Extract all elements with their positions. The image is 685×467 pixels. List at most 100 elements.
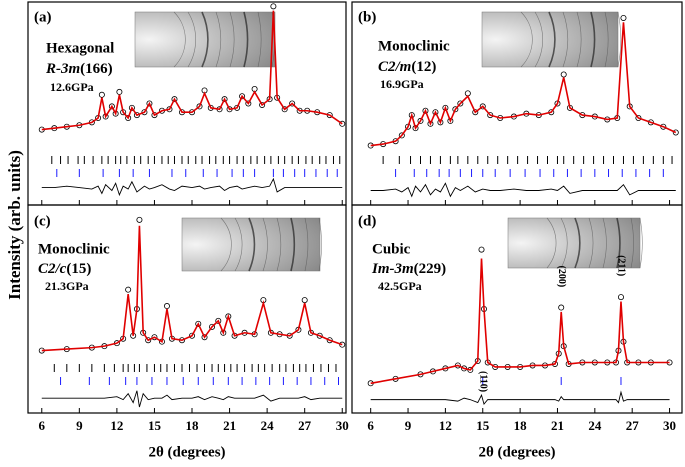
observed-point xyxy=(133,112,140,119)
diffraction-ring xyxy=(173,11,186,68)
observed-point xyxy=(151,112,158,119)
observed-point xyxy=(660,123,667,130)
space-group: C2/m(12) xyxy=(378,59,436,75)
observed-point xyxy=(270,3,277,10)
x-tick-label: 24 xyxy=(588,418,602,433)
diffraction-ring xyxy=(215,11,222,68)
difference-line xyxy=(370,390,670,406)
diffraction-ring xyxy=(630,217,634,269)
x-tick-label: 30 xyxy=(663,418,676,433)
x-tick-label: 18 xyxy=(514,418,528,433)
observed-point xyxy=(108,103,115,110)
observed-point xyxy=(239,93,246,100)
x-tick-label: 24 xyxy=(261,418,275,433)
observed-point xyxy=(141,109,148,116)
x-tick-label: 15 xyxy=(476,418,490,433)
x-tick-label: 15 xyxy=(148,418,162,433)
pressure: 21.3GPa xyxy=(45,279,89,293)
observed-point xyxy=(209,323,216,330)
difference-line xyxy=(41,390,343,408)
x-axis-label: 2θ (degrees) xyxy=(478,444,555,460)
diffraction-ring xyxy=(574,217,581,269)
difference-line xyxy=(370,182,676,198)
panel-label: (c) xyxy=(34,213,51,229)
observed-point xyxy=(215,317,222,324)
observed-point xyxy=(422,107,429,114)
x-tick-label: 18 xyxy=(186,418,200,433)
difference-line xyxy=(41,177,343,197)
observed-point xyxy=(479,103,486,110)
space-group-number: (15) xyxy=(66,261,91,277)
observed-point xyxy=(289,100,296,107)
inset-image xyxy=(481,11,619,68)
observed-point xyxy=(398,132,405,139)
observed-point xyxy=(647,119,654,126)
observed-point xyxy=(560,71,567,78)
phase-name: Monoclinic xyxy=(38,241,110,257)
space-group: C2/c(15) xyxy=(38,261,91,277)
space-group-number: (12) xyxy=(411,59,436,75)
diffraction-ring xyxy=(590,11,596,68)
diffraction-ring xyxy=(520,11,533,68)
phase-name: Monoclinic xyxy=(378,38,450,54)
observed-point xyxy=(151,334,158,341)
observed-point xyxy=(195,320,202,327)
diffraction-ring xyxy=(588,217,594,269)
x-tick-label: 12 xyxy=(439,418,452,433)
diffraction-ring xyxy=(248,217,256,272)
calculated-line xyxy=(41,10,343,131)
observed-point xyxy=(635,115,642,122)
observed-point xyxy=(98,91,105,98)
plot-frame xyxy=(27,204,347,414)
space-group-symbol: Im-3m xyxy=(371,261,414,277)
space-group-number: (166) xyxy=(80,61,113,77)
observed-point xyxy=(136,216,143,223)
space-group-symbol: R-3m xyxy=(45,61,80,77)
diffraction-ring xyxy=(639,217,643,269)
space-group-number: (229) xyxy=(414,261,447,277)
phase-name: Cubic xyxy=(372,241,411,257)
diffraction-ring xyxy=(560,217,568,269)
diffraction-ring xyxy=(201,11,209,68)
x-tick-label: 9 xyxy=(405,418,412,433)
diffraction-ring xyxy=(220,217,232,272)
observed-point xyxy=(146,100,153,107)
observed-point xyxy=(128,104,135,111)
observed-point xyxy=(163,303,170,310)
observed-point xyxy=(339,120,346,127)
observed-point xyxy=(447,117,454,124)
x-axis-label: 2θ (degrees) xyxy=(148,444,225,460)
space-group: R-3m(166) xyxy=(45,61,113,77)
peak-label: (211) xyxy=(616,255,627,276)
diffraction-ring xyxy=(257,11,262,68)
diffraction-ring xyxy=(616,217,621,269)
diffraction-ring xyxy=(229,11,235,68)
observed-point xyxy=(145,337,152,344)
observed-point xyxy=(125,115,132,122)
calculated-line xyxy=(370,258,670,385)
observed-point xyxy=(452,106,459,113)
x-tick-label: 6 xyxy=(39,418,46,433)
phase-name: Hexagonal xyxy=(46,40,114,56)
observed-point xyxy=(478,246,485,253)
x-tick-label: 27 xyxy=(298,418,312,433)
diffraction-ring xyxy=(548,11,556,68)
observed-point xyxy=(259,101,266,108)
diffraction-ring xyxy=(604,11,609,68)
y-axis-label: Intensity (arb. units) xyxy=(5,150,24,300)
inset-image xyxy=(181,217,321,272)
x-tick-label: 21 xyxy=(223,418,236,433)
observed-point xyxy=(457,100,464,107)
observed-point xyxy=(171,96,178,103)
panel-label: (b) xyxy=(358,9,376,25)
diffraction-ring xyxy=(234,217,243,272)
observed-point xyxy=(432,109,439,116)
x-tick-label: 12 xyxy=(110,418,123,433)
calculated-line xyxy=(370,22,677,147)
x-tick-label: 6 xyxy=(367,418,374,433)
plot-frame xyxy=(351,204,683,414)
space-group-symbol: C2/m xyxy=(378,59,411,75)
observed-point xyxy=(442,104,449,111)
diffraction-ring xyxy=(576,11,582,68)
